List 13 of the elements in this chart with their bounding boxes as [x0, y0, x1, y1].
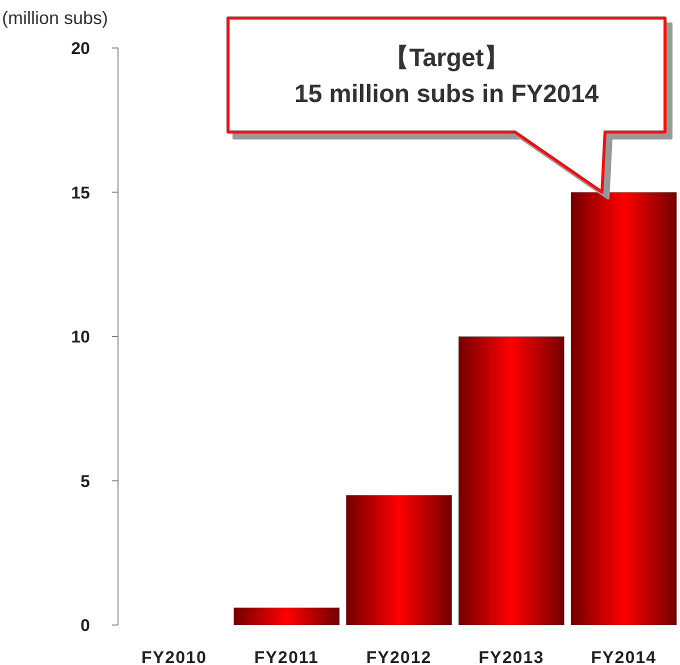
- y-axis-title: (million subs): [2, 8, 108, 28]
- x-tick-label: FY2013: [478, 648, 544, 665]
- x-tick-label: FY2011: [254, 648, 319, 665]
- y-tick-label: 0: [80, 616, 90, 635]
- annotation: 【Target】 15 million subs in FY2014: [294, 44, 599, 108]
- y-tick-label: 5: [80, 472, 90, 491]
- y-tick-label: 10: [71, 328, 90, 346]
- y-tick-label: 20: [71, 39, 90, 58]
- x-tick-label: FY2014: [591, 648, 657, 665]
- x-tick-label: FY2010: [141, 648, 207, 665]
- x-tick-label: FY2012: [366, 648, 432, 665]
- callout: 【Target】 15 million subs in FY2014: [226, 16, 672, 200]
- y-tick-label: 15: [71, 183, 90, 202]
